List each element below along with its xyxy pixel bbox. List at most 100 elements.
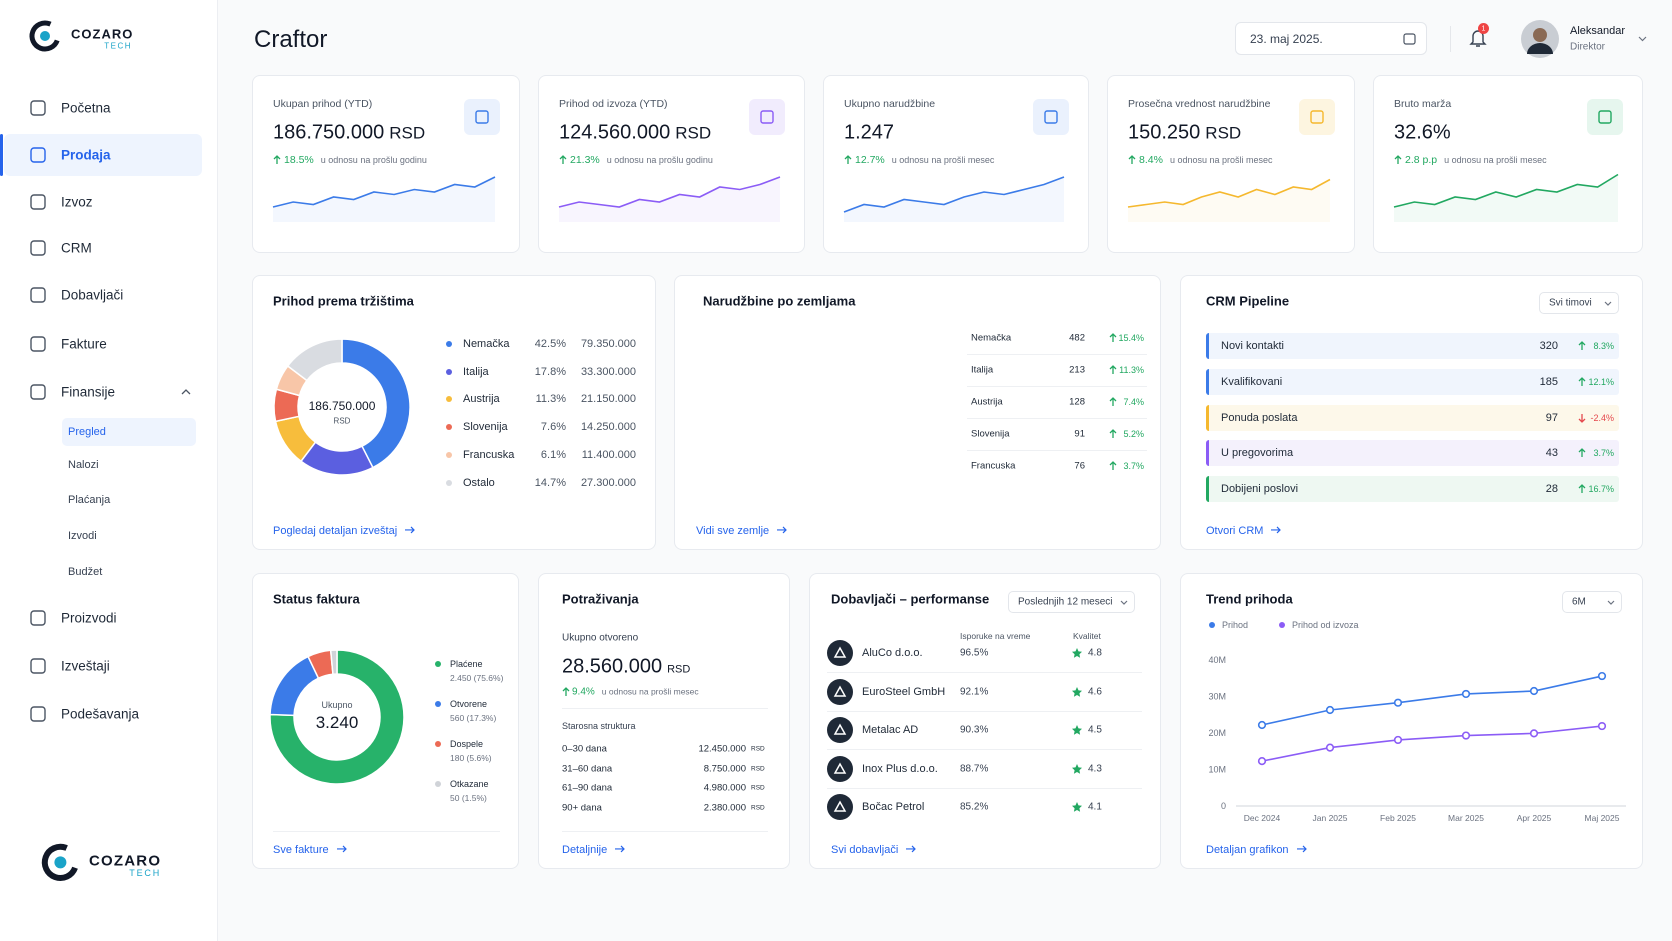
y-tick-label: 40M [1208, 655, 1226, 665]
stage-count: 320 [1539, 340, 1558, 352]
y-tick-label: 0 [1221, 801, 1226, 811]
dropdown[interactable]: 6M [1562, 591, 1622, 613]
nav-item[interactable]: Finansije [61, 384, 116, 400]
nav-item[interactable]: CRM [61, 240, 92, 256]
card-title: Trend prihoda [1206, 591, 1293, 607]
row-divider [827, 710, 1142, 712]
link[interactable]: Svi dobavljači [831, 844, 917, 856]
arrow-shape [562, 687, 570, 696]
y-tick-label: 30M [1208, 692, 1226, 702]
nav-item[interactable]: Izveštaji [61, 658, 110, 674]
logo-dot [54, 856, 67, 869]
link[interactable]: Detaljnije [562, 844, 626, 856]
legend-name: Francuska [463, 448, 515, 461]
nav-item[interactable]: Dobavljači [61, 287, 124, 303]
country-count: 213 [1069, 364, 1085, 376]
sparkline [843, 176, 1065, 222]
pipeline-row: Kvalifikovani 185 12.1% [1206, 368, 1619, 395]
quality: 4.5 [1088, 724, 1102, 736]
nav-item[interactable]: Početna [61, 100, 111, 116]
legend-name: Otvorene [450, 699, 488, 709]
line-point [1529, 686, 1539, 696]
aging-unit: RSD [751, 804, 765, 811]
row-divider [827, 672, 1142, 673]
kpi-value: 32.6% [1394, 121, 1451, 144]
kpi-unit: RSD [389, 123, 426, 143]
logo-glyph [833, 723, 847, 735]
subnav-active-bg [62, 418, 196, 446]
nav-item[interactable]: Proizvodi [61, 610, 117, 626]
legend-amount: 14.250.000 [580, 421, 636, 434]
dropdown[interactable]: Poslednjih 12 meseci [1008, 591, 1135, 613]
nav-item[interactable]: Izvoz [61, 194, 93, 210]
legend-name: Slovenija [463, 421, 508, 434]
nav-item[interactable]: Fakture [61, 336, 107, 352]
country-name: Slovenija [971, 428, 1010, 440]
nav-item[interactable]: Podešavanja [61, 706, 140, 722]
arrow-up [1109, 333, 1117, 342]
nav-icon-shape [30, 100, 46, 116]
y-tick-label: 20M [1208, 728, 1226, 738]
nav-icon [30, 610, 46, 626]
legend-share: 7.6% [540, 421, 566, 434]
subnav-item[interactable]: Pregled [68, 426, 106, 438]
subnav-item[interactable]: Izvodi [68, 530, 97, 542]
subnav-item[interactable]: Budžet [68, 566, 103, 578]
country-change: 3.7% [1123, 461, 1144, 471]
row-divider [827, 787, 1142, 789]
kpi-card: Ukupan prihod (YTD) 186.750.000 RSD 18.5% u … [252, 75, 520, 253]
star-shape [1072, 686, 1082, 697]
line-point [1597, 671, 1607, 681]
legend-amount: 79.350.000 [580, 338, 636, 350]
arrow-icon [777, 526, 788, 534]
avatar [1521, 20, 1559, 58]
link-arrow [405, 525, 415, 537]
legend-detail: 180 (5.6%) [450, 753, 492, 763]
nav-item[interactable]: Prodaja [61, 147, 111, 163]
supplier-name: EuroSteel GmbH [862, 685, 946, 698]
link[interactable]: Pogledaj detaljan izveštaj [273, 525, 415, 537]
kpi-card: Bruto marža 32.6% 2.8 p.p u odnosu na prošl… [1373, 75, 1643, 253]
aging-unit: RSD [751, 765, 765, 772]
arrow-up [844, 155, 852, 164]
nav-icon [30, 147, 46, 163]
nav-icon-shape [30, 658, 46, 674]
link[interactable]: Otvori CRM [1206, 525, 1282, 537]
brand-sub: TECH [129, 868, 161, 878]
aging-unit: RSD [751, 784, 765, 792]
legend-dot [1279, 622, 1285, 628]
kpi-unit: RSD [675, 123, 712, 143]
arrow-shape [1109, 397, 1117, 406]
card-title: Status faktura [273, 591, 360, 607]
legend-dot [446, 424, 452, 431]
link[interactable]: Sve fakture [273, 844, 347, 856]
date-picker[interactable]: 23. maj 2025. [1235, 22, 1427, 55]
star-shape [1072, 725, 1082, 735]
dropdown[interactable]: Svi timovi [1539, 292, 1619, 314]
subnav-item[interactable]: Nalozi [68, 459, 99, 471]
legend-detail: 50 (1.5%) [450, 793, 487, 803]
country-name: Austrija [971, 396, 1003, 408]
brand-sub: TECH [104, 41, 132, 51]
legend-label: Prihod [1222, 620, 1249, 630]
link[interactable]: Vidi sve zemlje [696, 525, 788, 537]
kpi-value: 124.560.000 RSD [559, 121, 712, 144]
kpi-icon [1033, 99, 1069, 135]
donut-center-unit: RSD [333, 416, 351, 426]
sparkline [843, 176, 1065, 213]
line-point [1257, 757, 1267, 766]
kpi-change: 18.5% u odnosu na prošlu godinu [284, 154, 427, 166]
kpi-note: u odnosu na prošlu godinu [606, 155, 713, 165]
country-count: 76 [1074, 460, 1085, 472]
chevron [1607, 600, 1615, 605]
user-role: Direktor [1570, 41, 1606, 53]
link[interactable]: Detaljan grafikon [1206, 844, 1307, 856]
arrow-up [1109, 365, 1117, 374]
kpi-icon-glyph [1598, 110, 1612, 124]
arrow-shape [1109, 365, 1117, 374]
arrow-shape [1578, 376, 1586, 386]
subnav-item[interactable]: Plaćanja [68, 494, 111, 506]
legend-share: 11.3% [535, 393, 566, 406]
legend-dot [446, 451, 452, 458]
nav-icon-shape [30, 287, 46, 303]
